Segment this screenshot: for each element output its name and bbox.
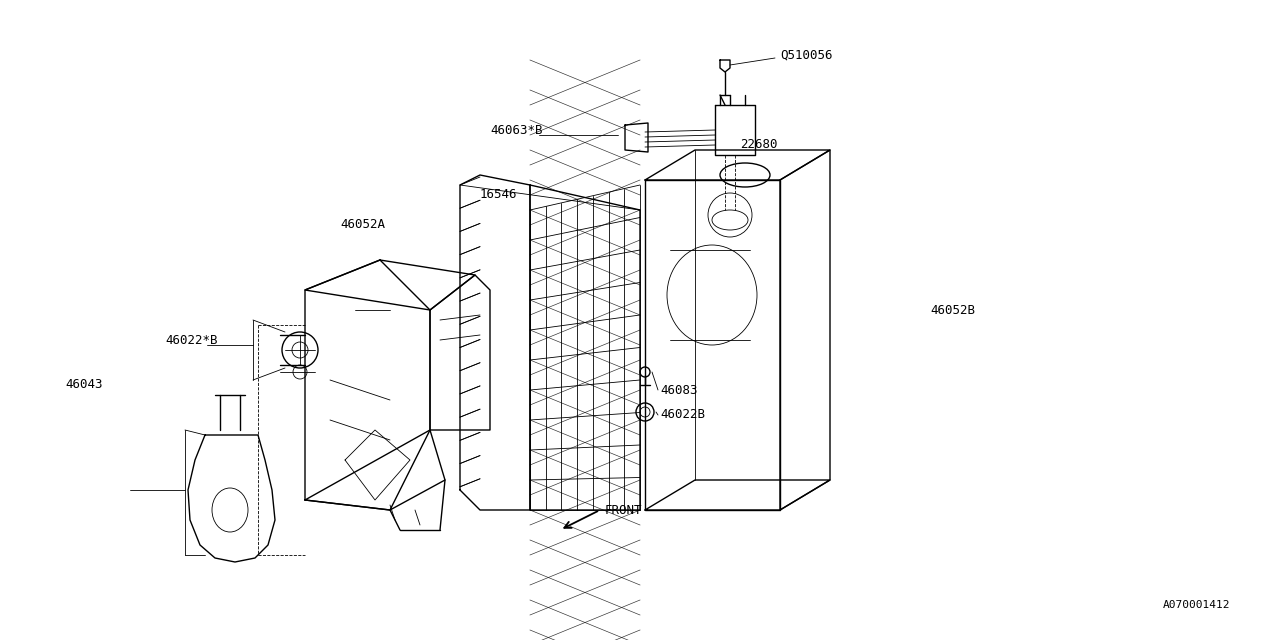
Text: A070001412: A070001412 xyxy=(1162,600,1230,610)
Text: 46063*B: 46063*B xyxy=(490,124,543,136)
Text: 46022B: 46022B xyxy=(660,408,705,422)
Text: 16546: 16546 xyxy=(480,189,517,202)
Text: 46043: 46043 xyxy=(65,378,102,392)
Text: 46083: 46083 xyxy=(660,383,698,397)
Text: Q510056: Q510056 xyxy=(780,49,832,61)
Text: 22680: 22680 xyxy=(740,138,777,152)
Text: 46052A: 46052A xyxy=(340,218,385,232)
Text: 46052B: 46052B xyxy=(931,303,975,317)
Text: FRONT: FRONT xyxy=(605,504,643,516)
Text: 46022*B: 46022*B xyxy=(165,333,218,346)
